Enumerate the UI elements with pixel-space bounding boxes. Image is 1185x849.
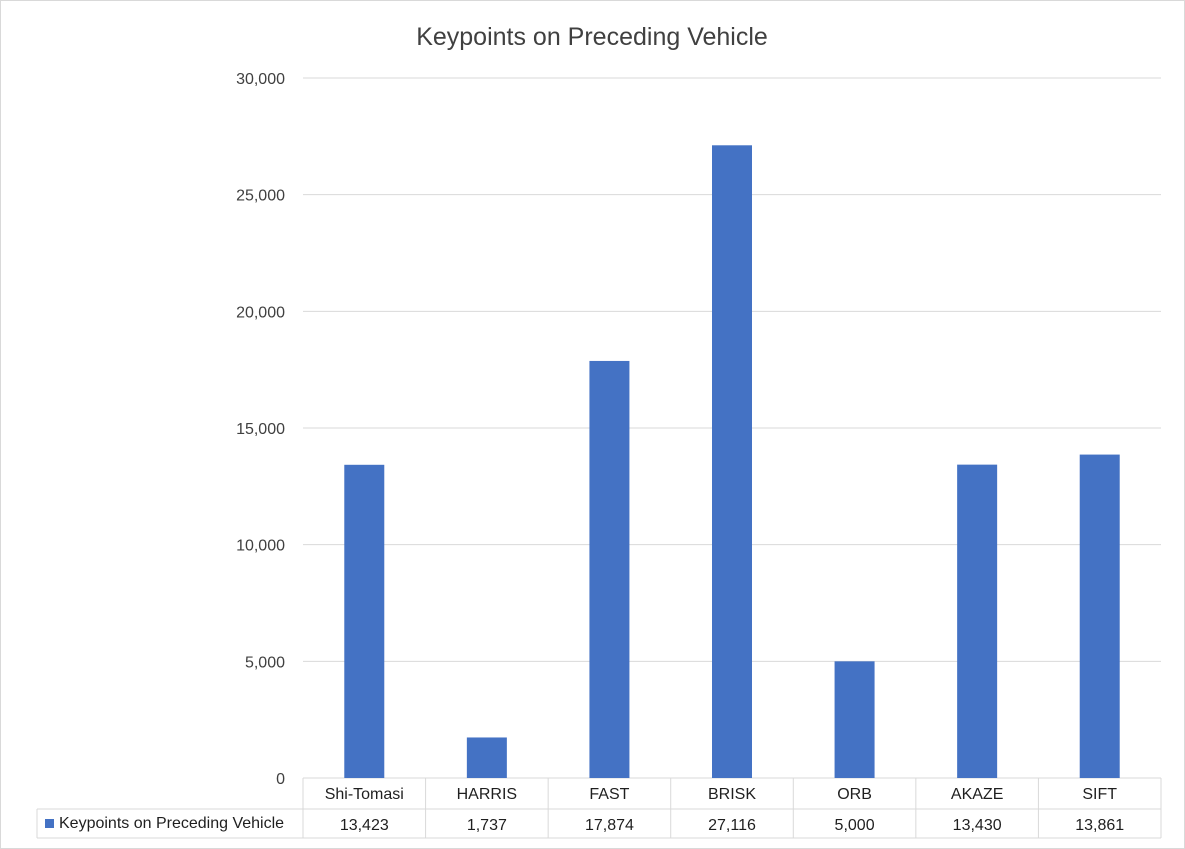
data-label: 17,874	[585, 817, 634, 834]
bar	[834, 661, 875, 778]
category-label: AKAZE	[951, 786, 1003, 803]
category-label: ORB	[837, 786, 872, 803]
y-tick-label: 30,000	[236, 71, 285, 88]
data-label: 13,430	[953, 817, 1002, 834]
category-label: HARRIS	[457, 786, 517, 803]
data-label: 27,116	[708, 817, 756, 834]
category-label: SIFT	[1082, 786, 1117, 803]
bar	[589, 360, 630, 778]
series-name: Keypoints on Preceding Vehicle	[59, 815, 284, 832]
data-label: 1,737	[467, 817, 507, 834]
chart-title: Keypoints on Preceding Vehicle	[416, 23, 768, 51]
y-tick-label: 10,000	[236, 538, 285, 555]
category-label: BRISK	[708, 786, 756, 803]
y-tick-label: 20,000	[236, 304, 285, 321]
bar	[344, 464, 385, 778]
bar	[957, 464, 998, 778]
y-axis-tick-labels: 0 5,000 10,000 15,000 20,000 25,000 30,000	[236, 71, 285, 788]
category-label: FAST	[589, 786, 629, 803]
bar	[466, 737, 507, 778]
y-tick-label: 25,000	[236, 188, 285, 205]
data-label: 13,423	[340, 817, 389, 834]
bar	[1079, 454, 1120, 778]
data-label: 5,000	[835, 817, 875, 834]
y-tick-label: 5,000	[245, 654, 285, 671]
bar	[712, 145, 752, 778]
legend-key	[45, 819, 54, 828]
y-tick-label: 0	[276, 771, 285, 788]
bar-series	[344, 145, 1120, 778]
y-tick-label: 15,000	[236, 421, 285, 438]
category-label: Shi-Tomasi	[325, 786, 404, 803]
data-label: 13,861	[1075, 817, 1124, 834]
data-table: Shi-Tomasi HARRIS FAST BRISK ORB AKAZE SIFT Key…	[36, 778, 1162, 839]
